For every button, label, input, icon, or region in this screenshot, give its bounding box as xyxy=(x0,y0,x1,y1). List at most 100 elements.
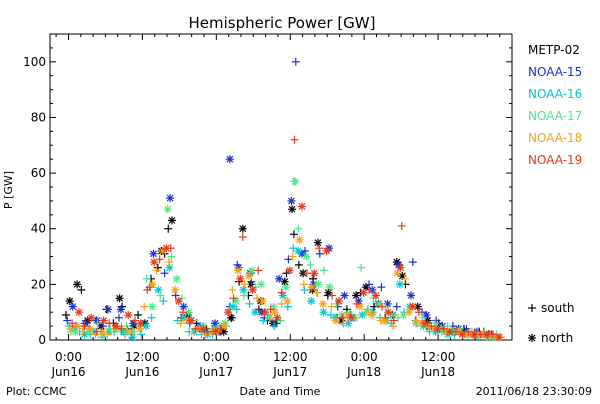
data-point-south-noaa-15 xyxy=(291,57,300,66)
data-point-north-noaa-19 xyxy=(396,263,405,272)
data-point-north-noaa-16 xyxy=(294,246,303,255)
data-point-south-noaa-17 xyxy=(142,274,151,283)
data-point-north-noaa-19 xyxy=(359,288,368,297)
data-point-south-noaa-19 xyxy=(238,233,247,242)
data-point-south-noaa-16 xyxy=(137,330,146,339)
data-point-south-noaa-19 xyxy=(389,316,398,325)
data-point-north-noaa-19 xyxy=(384,308,393,317)
data-point-south-noaa-18 xyxy=(288,252,297,261)
x-tick-date-label: Jun16 xyxy=(50,365,85,379)
data-point-north-metp-02 xyxy=(238,224,247,233)
data-point-north-metp-02 xyxy=(73,280,82,289)
data-point-north-noaa-15 xyxy=(116,305,125,314)
series-noaa-17 xyxy=(66,177,501,342)
data-point-north-noaa-19 xyxy=(285,266,294,275)
data-point-north-noaa-18 xyxy=(295,235,304,244)
data-point-north-noaa-18 xyxy=(148,280,157,289)
y-tick-label: 40 xyxy=(31,222,46,236)
data-point-south-noaa-16 xyxy=(147,313,156,322)
data-point-north-noaa-19 xyxy=(150,258,159,267)
data-point-north-noaa-19 xyxy=(236,274,245,283)
data-point-south-noaa-17 xyxy=(294,224,303,233)
data-point-south-noaa-15 xyxy=(408,258,417,267)
data-point-north-noaa-18 xyxy=(380,316,389,325)
data-point-north-noaa-18 xyxy=(244,272,253,281)
data-point-south-noaa-19 xyxy=(92,327,101,336)
data-point-south-noaa-15 xyxy=(98,322,107,331)
data-point-north-noaa-18 xyxy=(233,266,242,275)
data-point-north-noaa-19 xyxy=(174,297,183,306)
data-point-south-noaa-18 xyxy=(339,319,348,328)
data-point-north-noaa-18 xyxy=(283,297,292,306)
data-point-south-noaa-17 xyxy=(167,252,176,261)
data-point-north-noaa-15 xyxy=(406,291,415,300)
data-point-north-noaa-15 xyxy=(287,196,296,205)
data-point-north-noaa-18 xyxy=(135,324,144,333)
data-point-south-noaa-19 xyxy=(328,291,337,300)
legend-item-noaa-18: NOAA-18 xyxy=(528,131,582,145)
data-point-south-noaa-19 xyxy=(277,288,286,297)
data-point-north-noaa-19 xyxy=(248,285,257,294)
data-point-south-noaa-18 xyxy=(299,280,308,289)
series-noaa-19 xyxy=(68,135,504,342)
x-tick-date-label: Jun18 xyxy=(346,365,381,379)
data-point-south-noaa-18 xyxy=(400,274,409,283)
data-point-south-metp-02 xyxy=(309,274,318,283)
data-point-south-noaa-19 xyxy=(229,294,238,303)
data-point-south-noaa-18 xyxy=(327,302,336,311)
data-point-north-noaa-19 xyxy=(199,324,208,333)
data-point-south-noaa-16 xyxy=(245,299,254,308)
legend-label-north: north xyxy=(541,331,573,345)
data-point-north-noaa-16 xyxy=(165,263,174,272)
data-point-north-noaa-16 xyxy=(154,285,163,294)
y-tick-label: 20 xyxy=(31,277,46,291)
data-point-south-noaa-18 xyxy=(78,327,87,336)
data-point-north-noaa-19 xyxy=(347,313,356,322)
data-point-south-noaa-15 xyxy=(315,249,324,258)
footer-x-axis-label: Date and Time xyxy=(240,385,321,398)
data-point-south-noaa-19 xyxy=(191,324,200,333)
data-point-north-noaa-15 xyxy=(211,319,220,328)
data-point-north-noaa-15 xyxy=(103,305,112,314)
data-point-south-noaa-18 xyxy=(66,324,75,333)
data-point-south-noaa-19 xyxy=(302,269,311,278)
data-point-north-noaa-17 xyxy=(325,283,334,292)
data-point-south-noaa-16 xyxy=(159,297,168,306)
data-point-south-noaa-19 xyxy=(80,322,89,331)
data-point-south-metp-02 xyxy=(164,224,173,233)
x-tick-time-label: 12:00 xyxy=(273,350,308,364)
data-point-north-noaa-16 xyxy=(358,310,367,319)
data-point-north-noaa-16 xyxy=(251,308,260,317)
data-point-south-noaa-19 xyxy=(203,327,212,336)
x-tick-date-label: Jun17 xyxy=(198,365,233,379)
data-point-south-noaa-16 xyxy=(326,310,335,319)
data-point-north-noaa-19 xyxy=(74,308,83,317)
data-point-north-noaa-15 xyxy=(68,302,77,311)
data-point-south-noaa-17 xyxy=(306,260,315,269)
data-point-north-noaa-19 xyxy=(136,319,145,328)
data-point-south-noaa-17 xyxy=(156,291,165,300)
y-tick-label: 100 xyxy=(23,55,46,69)
data-point-north-metp-02 xyxy=(313,238,322,247)
data-point-south-metp-02 xyxy=(77,285,86,294)
data-point-north-noaa-19 xyxy=(124,310,133,319)
data-point-south-noaa-19 xyxy=(464,327,473,336)
legend-marker-north xyxy=(528,334,536,342)
data-point-south-noaa-17 xyxy=(93,319,102,328)
data-point-north-noaa-19 xyxy=(334,297,343,306)
data-point-north-noaa-17 xyxy=(148,302,157,311)
data-point-north-noaa-17 xyxy=(302,252,311,261)
data-point-north-noaa-19 xyxy=(111,322,120,331)
data-point-north-noaa-19 xyxy=(408,302,417,311)
data-point-south-noaa-15 xyxy=(63,316,72,325)
data-point-north-noaa-18 xyxy=(86,324,95,333)
legend-label-south: south xyxy=(541,301,575,315)
x-tick-time-label: 0:00 xyxy=(55,350,82,364)
data-point-north-noaa-16 xyxy=(128,333,137,342)
data-point-south-noaa-18 xyxy=(164,258,173,267)
legend-item-noaa-17: NOAA-17 xyxy=(528,109,582,123)
data-point-north-noaa-19 xyxy=(310,269,319,278)
data-point-north-noaa-19 xyxy=(87,313,96,322)
data-point-north-noaa-19 xyxy=(421,319,430,328)
